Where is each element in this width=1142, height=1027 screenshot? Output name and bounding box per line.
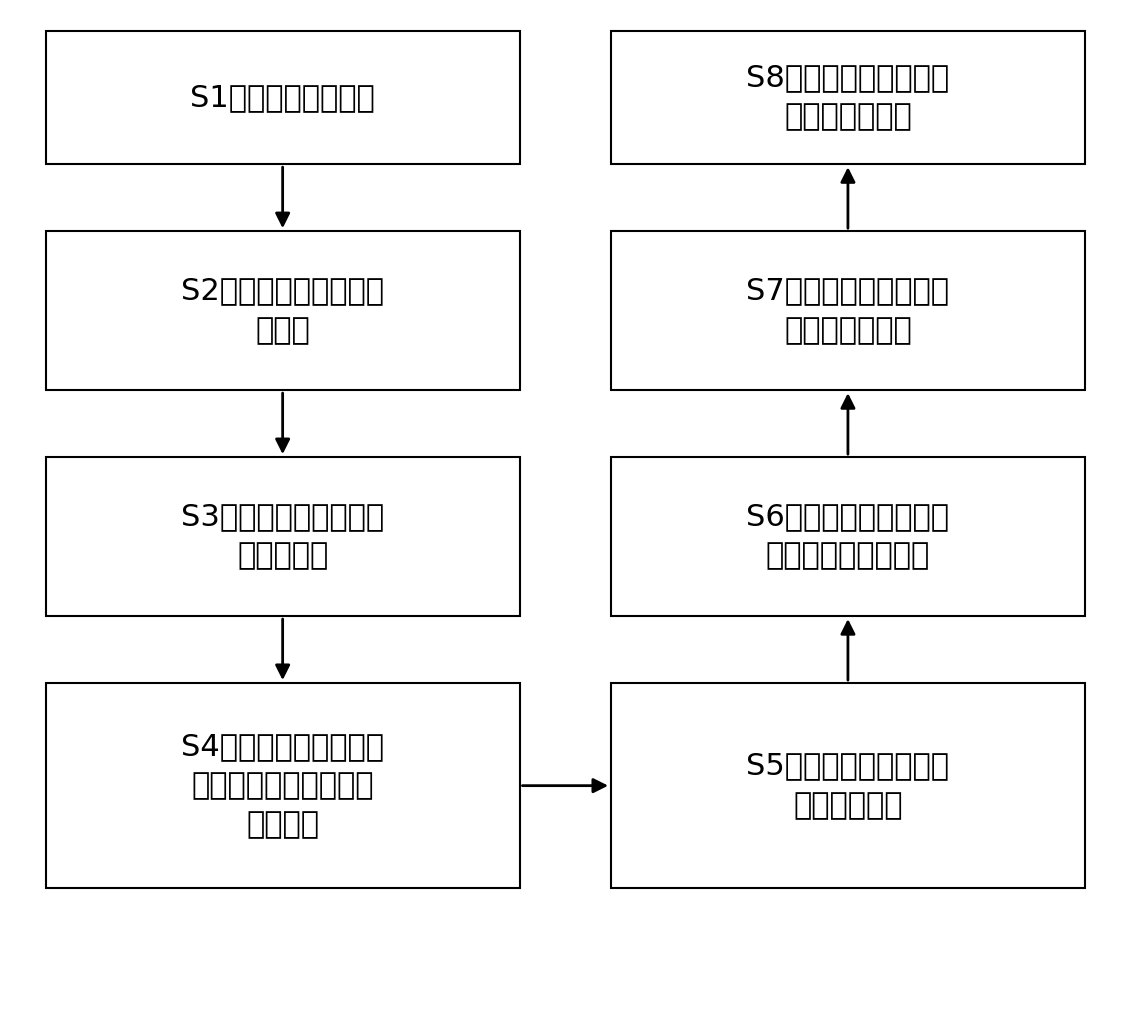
Text: S7：基于力平衡分析得: S7：基于力平衡分析得 — [747, 276, 949, 306]
Bar — [611, 683, 1085, 888]
Bar — [611, 231, 1085, 390]
Bar — [46, 31, 520, 164]
Text: S6：采用凹包轮廓检测: S6：采用凹包轮廓检测 — [747, 502, 949, 532]
Text: 并计算法线: 并计算法线 — [238, 541, 328, 571]
Text: S1：相机安装与标定: S1：相机安装与标定 — [191, 83, 375, 112]
Text: 件进行粗筛选: 件进行粗筛选 — [794, 791, 902, 820]
Bar — [46, 231, 520, 390]
Text: S4：基于简化的夹持器: S4：基于简化的夹持器 — [182, 732, 384, 761]
Bar — [611, 457, 1085, 616]
Bar — [46, 457, 520, 616]
Text: 算法提取抓取边缘点: 算法提取抓取边缘点 — [766, 541, 930, 571]
Bar — [46, 683, 520, 888]
Text: 机器人坐标系下: 机器人坐标系下 — [785, 103, 911, 131]
Text: 抓取位姿: 抓取位姿 — [247, 810, 319, 839]
Text: S5：基于力封闭约束条: S5：基于力封闭约束条 — [747, 752, 949, 781]
Text: 到稳定抓取位姿: 到稳定抓取位姿 — [785, 315, 911, 345]
Text: S2：获取场景点云和平: S2：获取场景点云和平 — [182, 276, 384, 306]
Bar — [611, 31, 1085, 164]
Text: S3：提取目标物体点云: S3：提取目标物体点云 — [182, 502, 384, 532]
Text: 几何形状约束生成初始: 几何形状约束生成初始 — [192, 771, 373, 800]
Text: S8：将抓取位姿转换到: S8：将抓取位姿转换到 — [747, 64, 949, 92]
Text: 面拟合: 面拟合 — [256, 315, 309, 345]
